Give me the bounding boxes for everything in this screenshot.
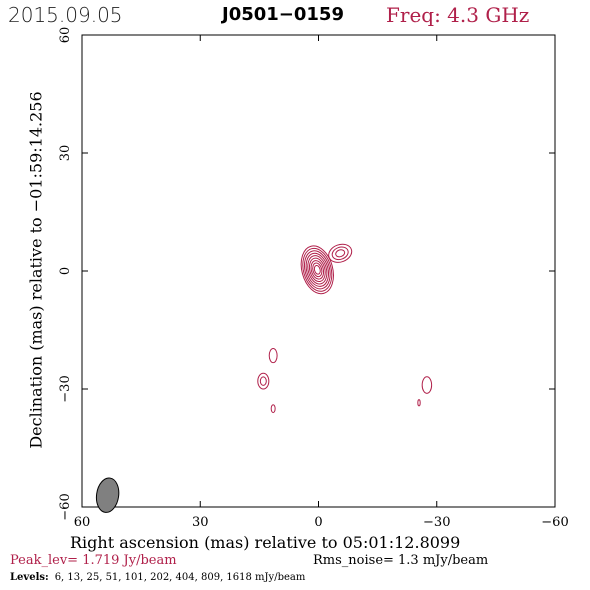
contour-ring bbox=[312, 262, 323, 278]
axis-tick-labels: 60 30 0 −30 −60 −60 −30 0 30 60 bbox=[58, 27, 569, 530]
contour-ring bbox=[305, 252, 330, 287]
component-blob-c bbox=[270, 404, 276, 414]
contour-ring bbox=[257, 372, 270, 390]
component-blob-e bbox=[417, 399, 421, 407]
component-core bbox=[300, 245, 334, 295]
component-blob-d bbox=[421, 376, 433, 394]
plot-frame bbox=[81, 34, 556, 508]
y-tick-label: −30 bbox=[58, 375, 73, 402]
contour-ring bbox=[313, 264, 321, 275]
y-axis-label: Declination (mas) relative to −01:59:14.… bbox=[26, 91, 46, 449]
contour-ring bbox=[268, 347, 278, 364]
contour-ring bbox=[310, 260, 325, 280]
y-tick-label: 0 bbox=[58, 267, 73, 275]
rms-noise: Rms_noise= 1.3 mJy/beam bbox=[313, 553, 489, 568]
contour-levels: Levels: 6, 13, 25, 51, 101, 202, 404, 809… bbox=[10, 572, 305, 583]
contour-ring bbox=[335, 249, 346, 258]
component-blob-b bbox=[257, 372, 270, 390]
component-blob-a bbox=[268, 347, 278, 364]
peak-level: Peak_lev= 1.719 Jy/beam bbox=[10, 553, 177, 568]
contour-ring bbox=[259, 376, 267, 386]
x-axis-label: Right ascension (mas) relative to 05:01:… bbox=[70, 533, 461, 552]
contour-ring bbox=[302, 247, 333, 292]
x-tick-label: −60 bbox=[541, 515, 568, 530]
x-tick-label: −30 bbox=[423, 515, 450, 530]
levels-title: Levels: bbox=[10, 572, 49, 583]
contour-ring bbox=[300, 245, 334, 295]
source-name: J0501−0159 bbox=[222, 4, 344, 25]
levels-values: 6, 13, 25, 51, 101, 202, 404, 809, 1618 … bbox=[54, 572, 306, 583]
contour-ring bbox=[328, 243, 353, 263]
contours bbox=[257, 243, 433, 414]
y-tick-label: −60 bbox=[58, 493, 73, 520]
y-tick-label: 60 bbox=[58, 27, 73, 44]
component-jet-knot bbox=[328, 243, 353, 263]
contour-ring bbox=[303, 250, 331, 290]
beam-shape bbox=[95, 477, 120, 513]
axis-ticks bbox=[81, 34, 556, 508]
contour-ring bbox=[331, 246, 349, 261]
contour-ring bbox=[307, 255, 328, 285]
contour-ring bbox=[417, 399, 421, 407]
x-tick-label: 0 bbox=[314, 515, 322, 530]
contour-ring bbox=[421, 376, 433, 394]
x-tick-label: 30 bbox=[192, 515, 209, 530]
contour-ring bbox=[270, 404, 276, 414]
x-tick-label: 60 bbox=[74, 515, 91, 530]
observation-date: 2015.09.05 bbox=[8, 3, 123, 27]
frequency-label: Freq: 4.3 GHz bbox=[386, 3, 530, 27]
contour-ring bbox=[308, 257, 326, 282]
beam-ellipse bbox=[95, 477, 120, 513]
y-tick-label: 30 bbox=[58, 145, 73, 162]
